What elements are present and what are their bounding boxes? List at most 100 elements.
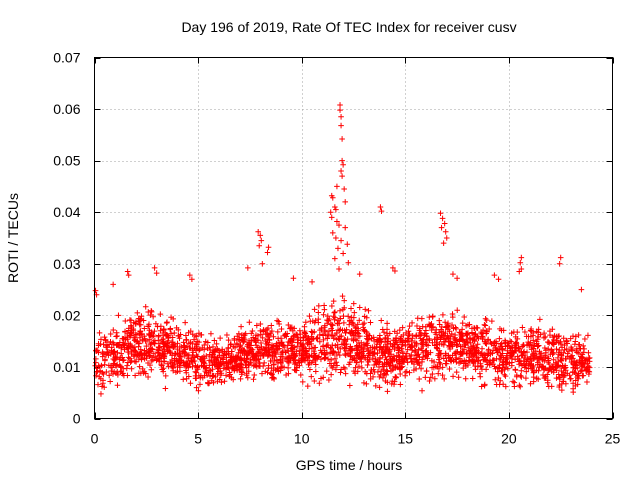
data-point <box>197 374 204 381</box>
data-point <box>257 232 264 239</box>
data-point <box>235 354 241 361</box>
data-point <box>253 362 259 369</box>
data-point <box>229 348 235 355</box>
data-point <box>400 353 406 359</box>
data-point <box>516 382 523 389</box>
data-point <box>335 320 341 327</box>
data-point <box>580 372 587 379</box>
data-point <box>497 352 504 359</box>
data-point <box>251 353 257 360</box>
data-point <box>141 325 148 332</box>
data-point <box>446 366 453 372</box>
data-point <box>114 361 120 368</box>
data-point <box>464 332 471 338</box>
data-point <box>436 321 443 328</box>
data-point <box>158 323 164 330</box>
data-point <box>133 320 139 327</box>
data-point <box>236 343 242 350</box>
data-point <box>134 310 141 316</box>
data-point <box>299 379 306 385</box>
data-point <box>176 352 182 358</box>
data-point <box>163 320 170 326</box>
data-point <box>469 375 476 382</box>
data-point <box>200 359 207 365</box>
data-point <box>517 259 524 266</box>
data-point <box>428 374 434 381</box>
data-point <box>311 378 318 384</box>
data-point <box>291 344 298 350</box>
data-point <box>277 359 284 366</box>
data-point <box>441 220 448 227</box>
data-point <box>518 254 525 261</box>
data-point <box>263 341 270 347</box>
data-point <box>333 235 339 241</box>
data-point <box>404 346 411 353</box>
data-point <box>431 359 437 365</box>
data-point <box>536 348 543 355</box>
data-point <box>194 353 201 360</box>
data-point <box>283 372 289 378</box>
data-point <box>352 370 358 377</box>
data-point <box>549 349 556 356</box>
data-point <box>545 383 552 390</box>
data-point <box>456 338 463 345</box>
data-point <box>390 265 396 271</box>
data-point <box>439 215 446 222</box>
data-point <box>512 367 519 373</box>
data-point <box>450 271 456 277</box>
data-point <box>365 308 372 314</box>
data-point <box>105 352 112 359</box>
data-point <box>369 344 376 351</box>
data-point <box>206 357 213 364</box>
data-point <box>333 366 339 373</box>
data-point <box>217 335 223 341</box>
data-point <box>461 342 468 348</box>
data-point <box>322 352 329 358</box>
data-point <box>157 311 164 317</box>
data-point <box>158 362 164 368</box>
data-point <box>342 330 349 336</box>
data-point <box>183 332 189 339</box>
data-point <box>397 371 404 377</box>
data-point <box>246 319 253 326</box>
data-point <box>282 332 289 338</box>
data-point <box>541 375 548 381</box>
data-point <box>498 343 504 350</box>
data-point <box>182 346 189 353</box>
data-point <box>337 369 344 376</box>
data-point <box>276 321 282 327</box>
data-point <box>329 230 336 236</box>
data-point <box>227 371 233 378</box>
data-point <box>183 337 190 343</box>
data-point <box>364 340 370 347</box>
data-point <box>488 340 495 347</box>
data-point <box>378 317 385 324</box>
data-point <box>138 356 145 363</box>
data-point <box>416 376 423 382</box>
data-point <box>162 385 169 392</box>
data-point <box>328 325 335 332</box>
data-point <box>426 337 433 343</box>
data-point <box>533 328 540 335</box>
data-point <box>512 347 519 354</box>
data-point <box>479 345 485 352</box>
data-point <box>300 347 307 354</box>
data-point <box>124 344 130 351</box>
data-point <box>167 349 173 356</box>
data-point <box>111 348 118 355</box>
data-point <box>582 365 588 371</box>
data-point <box>499 346 505 352</box>
data-point <box>204 372 210 379</box>
data-point <box>584 379 590 385</box>
data-point <box>321 302 327 309</box>
data-point <box>518 348 525 355</box>
data-point <box>266 332 273 338</box>
data-point <box>409 320 415 326</box>
data-point <box>134 351 141 358</box>
data-point <box>386 348 393 354</box>
data-point <box>113 370 119 377</box>
data-point <box>164 360 171 367</box>
data-point <box>526 342 533 349</box>
data-point <box>571 358 578 364</box>
data-point <box>132 331 139 338</box>
